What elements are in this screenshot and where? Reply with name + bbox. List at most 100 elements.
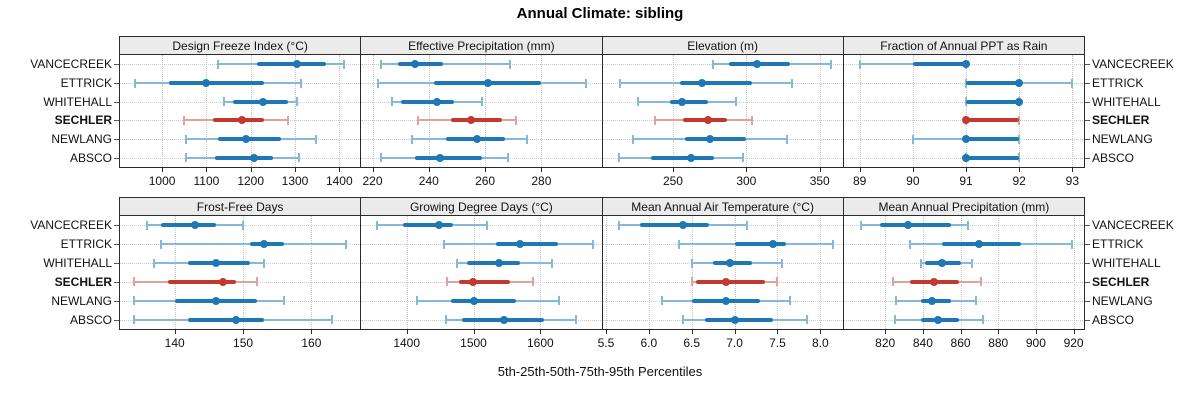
median-dot [249,153,258,162]
grid-line [998,216,1000,329]
axis-tick [960,330,962,334]
whisker-cap [830,59,833,69]
whisker-cap [153,258,156,268]
axis-tick [922,330,924,334]
y-axis-tick [114,319,119,321]
y-axis-tick [114,139,119,140]
whisker-25-75 [414,155,483,160]
median-dot [434,221,443,230]
y-axis-tick [114,263,119,265]
axis-tick [734,330,736,334]
axis-tick-label: 92 [1012,174,1026,188]
median-dot [483,79,492,87]
whisker-cap [746,220,749,230]
whisker-cap [223,97,226,107]
axis-tick [372,168,374,172]
whisker-cap [780,258,783,268]
axis-tick [311,330,313,334]
y-axis-tick [114,64,119,66]
station-label-whitehall: WHITEHALL [43,94,112,109]
median-dot [975,240,984,249]
axis-tick-label: 6.5 [683,336,701,350]
axis-tick [428,168,430,172]
axis-tick-label: 1000 [148,174,176,188]
whisker-25-75 [168,81,264,85]
y-axis-tick [1085,83,1090,84]
axis-tick-label: 220 [362,174,383,188]
whisker-25-75 [188,317,264,322]
whisker-cap [677,239,680,249]
whisker-cap [509,59,512,69]
whisker-cap [893,315,896,325]
whisker-cap [911,134,914,144]
grid-line [406,216,408,329]
median-dot [930,277,939,286]
axis-tick-label: 820 [875,336,896,350]
grid-line [746,55,748,167]
station-label-sechler: SECHLER [54,113,112,128]
median-dot [937,259,946,268]
median-dot [769,240,778,249]
axis-tick-label: 91 [959,174,973,188]
whisker-cap [146,220,149,230]
whisker-cap [132,296,135,306]
station-label-ettrick: ETTRICK [1092,76,1144,90]
whisker-cap [982,315,985,325]
axis-tick [777,330,779,334]
axis-tick [250,168,252,172]
grid-line [960,216,962,329]
whisker-cap [255,277,258,287]
whisker-cap [379,59,382,69]
y-axis-tick [1085,101,1090,103]
grid-line [922,216,924,329]
axis-tick-label: 90 [906,174,920,188]
panel-title: Mean Annual Precipitation (mm) [878,199,1050,214]
whisker-cap [132,277,135,287]
whisker-5-95 [380,63,511,66]
axis-tick [540,330,542,334]
whisker-cap [891,277,894,287]
whisker-cap [790,78,793,88]
axis-tick-label: 240 [418,174,439,188]
median-dot [436,153,445,162]
axis-tick-label: 1300 [281,174,309,188]
whisker-cap [344,239,347,249]
whisker-cap [297,153,300,163]
grid-line [966,55,968,167]
axis-tick-label: 7.5 [769,336,786,350]
grid-line [295,55,296,167]
median-dot [962,60,971,69]
station-label-newlang: NEWLANG [1092,132,1153,146]
axis-tick [174,330,176,334]
grid-line [311,216,313,329]
grid-line [605,216,607,329]
panel-title: Mean Annual Air Temperature (°C) [631,199,814,214]
axis-tick [243,330,245,334]
y-axis-tick [114,244,119,246]
median-dot [721,277,730,286]
whisker-25-75 [670,99,709,104]
station-label-whitehall: WHITEHALL [1092,256,1161,271]
axis-tick-label: 840 [912,336,933,350]
axis-tick-label: 8.0 [811,336,829,350]
median-dot [962,153,971,162]
grid-line [885,216,887,329]
median-dot [726,259,735,268]
median-dot [468,277,477,286]
whisker-cap [1018,134,1021,144]
panel-title: Elevation (m) [687,38,758,53]
whisker-cap [970,258,973,268]
whisker-cap [446,277,449,287]
whisker-cap [832,239,835,249]
axis-tick-label: 7.0 [726,336,743,350]
chart-title: Annual Climate: sibling [516,5,684,22]
whisker-cap [617,153,620,163]
whisker-cap [751,115,754,125]
axis-tick-label: 1400 [393,336,421,350]
panel-plot-mean-annual-precipitation-mm [842,215,1085,330]
whisker-cap [895,296,898,306]
whisker-cap [682,315,685,325]
whisker-cap [619,78,622,88]
grid-line [859,55,861,167]
y-axis-tick [114,101,119,103]
